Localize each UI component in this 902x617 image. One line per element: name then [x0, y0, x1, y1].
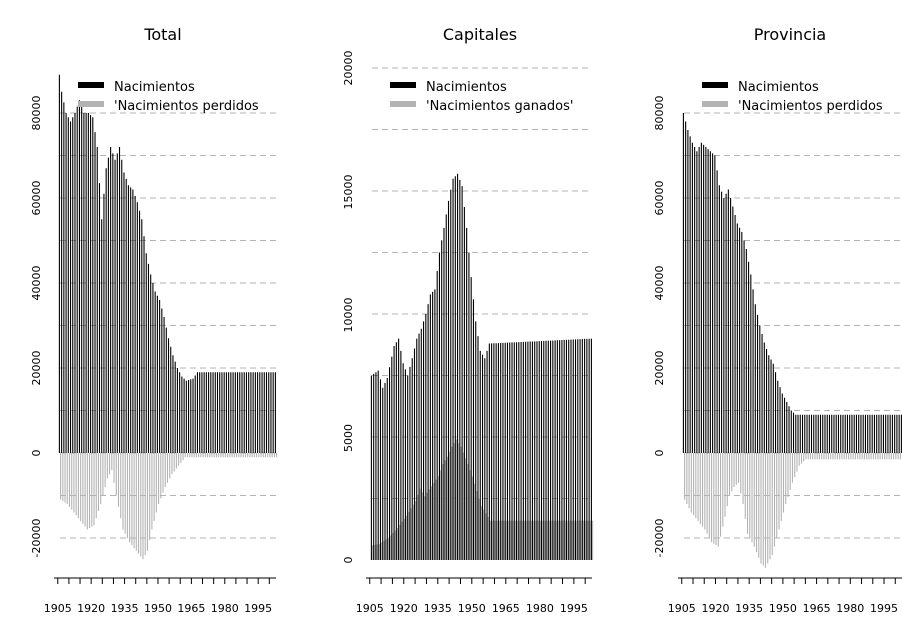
x-tick-label: 1935 [424, 602, 452, 615]
x-tick-label: 1920 [701, 602, 729, 615]
y-tick-label: 0 [653, 450, 666, 457]
legend-label: 'Nacimientos ganados' [426, 99, 573, 114]
x-tick-label: 1935 [735, 602, 763, 615]
x-tick-label: 1935 [111, 602, 139, 615]
chart-panel-total: Total -20000 0 20000 40000 60000 80000 1905 1920… [30, 25, 278, 615]
x-tick-label: 1965 [803, 602, 831, 615]
x-tick-label: 1905 [356, 602, 384, 615]
panel-title: Capitales [443, 25, 517, 44]
legend-label: Nacimientos [738, 80, 819, 95]
y-tick-label: 20000 [653, 351, 666, 386]
x-tick-label: 1905 [44, 602, 72, 615]
x-tick-label: 1950 [458, 602, 486, 615]
legend-label: Nacimientos [114, 80, 195, 95]
y-tick-label: 0 [30, 450, 43, 457]
legend-swatch [702, 82, 728, 88]
panel-title: Total [143, 25, 181, 44]
y-tick-label: 40000 [30, 266, 43, 301]
x-tick-label: 1995 [244, 602, 272, 615]
y-tick-label: 60000 [30, 181, 43, 216]
legend-label: Nacimientos [426, 80, 507, 95]
y-tick-label: 0 [342, 557, 355, 564]
legend-label: 'Nacimientos perdidos [114, 99, 259, 114]
x-tick-label: 1965 [177, 602, 205, 615]
legend-label: 'Nacimientos perdidos [738, 99, 883, 114]
y-tick-label: -20000 [30, 519, 43, 558]
y-tick-label: 20000 [342, 51, 355, 86]
x-tick-label: 1920 [77, 602, 105, 615]
y-tick-label: 20000 [30, 351, 43, 386]
y-tick-label: 15000 [342, 175, 355, 210]
y-tick-label: 5000 [342, 424, 355, 452]
x-tick-label: 1950 [769, 602, 797, 615]
x-tick-label: 1950 [144, 602, 172, 615]
x-tick-label: 1920 [390, 602, 418, 615]
legend-swatch [702, 101, 728, 107]
chart-panel-capitales: Capitales 0 5000 10000 15000 20000 1905 1920 193… [342, 25, 594, 615]
y-tick-label: -20000 [653, 519, 666, 558]
y-tick-label: 80000 [30, 96, 43, 131]
x-tick-label: 1980 [211, 602, 239, 615]
y-tick-label: 10000 [342, 298, 355, 333]
y-tick-label: 60000 [653, 181, 666, 216]
legend-swatch [78, 101, 104, 107]
chart-panel-provincia: Provincia -20000 0 20000 40000 60000 80000 1905… [653, 25, 902, 615]
x-tick-label: 1965 [492, 602, 520, 615]
legend-swatch [390, 82, 416, 88]
x-tick-label: 1995 [870, 602, 898, 615]
y-tick-label: 80000 [653, 96, 666, 131]
x-tick-label: 1980 [526, 602, 554, 615]
legend-swatch [78, 82, 104, 88]
legend-swatch [390, 101, 416, 107]
x-tick-label: 1995 [560, 602, 588, 615]
panel-title: Provincia [754, 25, 826, 44]
x-tick-label: 1905 [668, 602, 696, 615]
x-tick-label: 1980 [836, 602, 864, 615]
y-tick-label: 40000 [653, 266, 666, 301]
